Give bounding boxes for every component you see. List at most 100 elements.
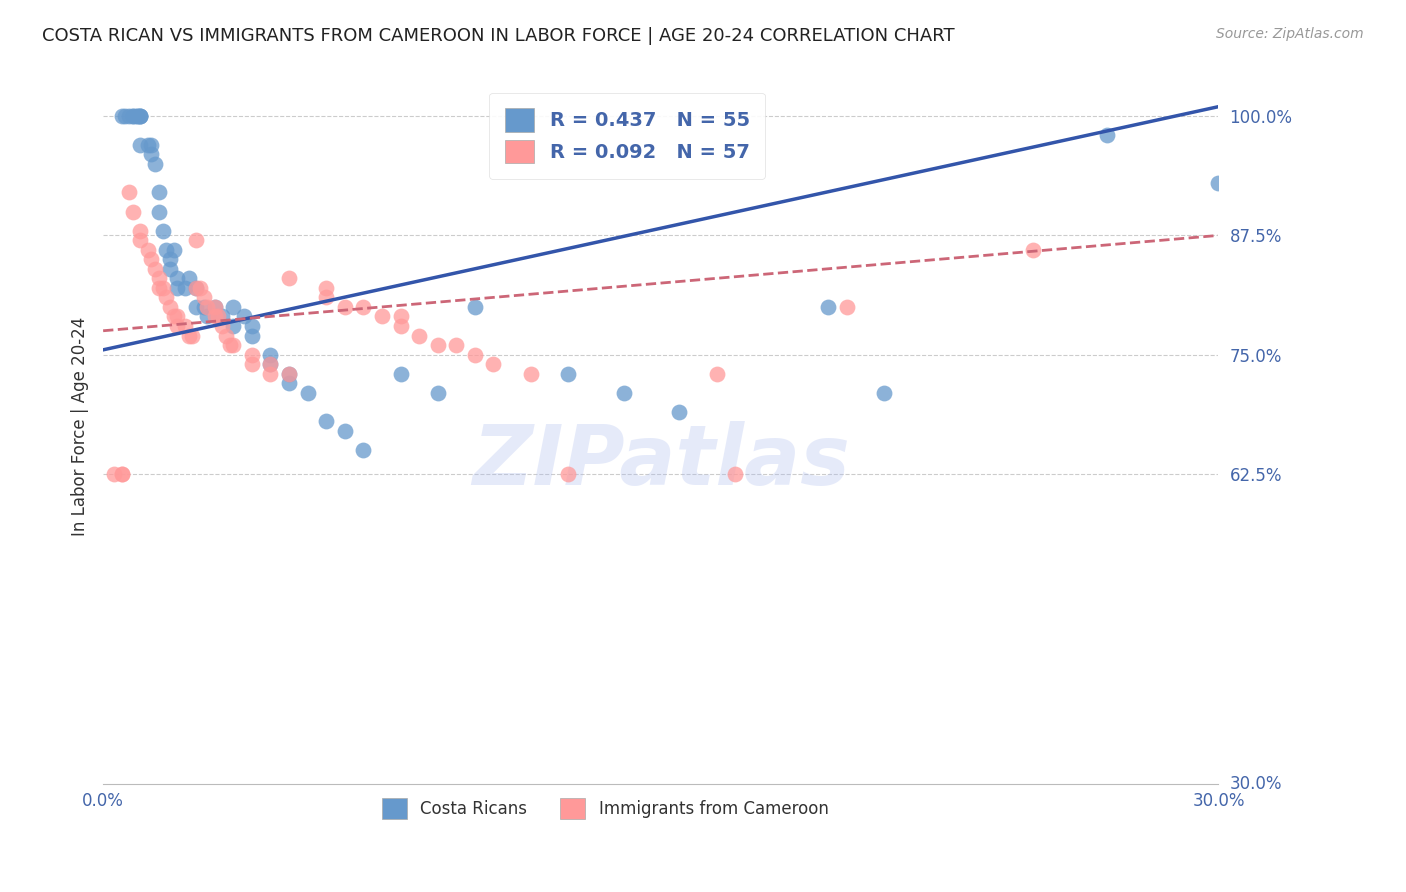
Point (143, 157, 166, 171)
Point (352, 300, 374, 314)
Point (152, 281, 174, 295)
Point (125, 109, 148, 123)
Point (155, 290, 177, 304)
Point (222, 300, 245, 314)
Point (148, 204, 170, 219)
Point (177, 271, 200, 285)
Point (240, 357, 263, 371)
Point (122, 109, 145, 123)
Point (724, 467, 747, 481)
Point (315, 290, 337, 304)
Point (166, 310, 188, 324)
Text: Source: ZipAtlas.com: Source: ZipAtlas.com (1216, 27, 1364, 41)
Point (155, 243, 177, 257)
Point (464, 348, 486, 362)
Point (111, 109, 134, 123)
Point (333, 300, 356, 314)
Point (152, 224, 174, 238)
Point (193, 300, 215, 314)
Point (352, 442, 374, 457)
Point (184, 233, 207, 247)
Point (817, 300, 839, 314)
Point (141, 252, 163, 267)
Point (204, 300, 226, 314)
Point (159, 300, 181, 314)
Point (482, 357, 505, 371)
Point (222, 338, 245, 352)
Point (163, 310, 186, 324)
Point (315, 414, 337, 428)
Point (426, 385, 449, 400)
Point (166, 271, 188, 285)
Point (446, 338, 468, 352)
Point (211, 318, 233, 333)
Point (835, 300, 858, 314)
Point (181, 328, 204, 343)
Point (159, 252, 181, 267)
Point (259, 357, 281, 371)
Point (408, 328, 430, 343)
Point (195, 300, 218, 314)
Point (184, 281, 207, 295)
Point (218, 338, 240, 352)
Point (184, 300, 207, 314)
Point (1095, 128, 1118, 143)
Point (278, 367, 301, 381)
Point (389, 367, 412, 381)
Point (141, 147, 163, 161)
Point (1208, 176, 1230, 190)
Point (129, 109, 152, 123)
Point (519, 367, 541, 381)
Point (129, 109, 152, 123)
Point (184, 281, 207, 295)
Point (148, 186, 170, 200)
Point (278, 367, 301, 381)
Point (278, 271, 301, 285)
Point (193, 290, 215, 304)
Point (297, 385, 319, 400)
Point (174, 281, 197, 295)
Point (103, 467, 125, 481)
Point (159, 261, 181, 276)
Point (259, 348, 281, 362)
Point (613, 385, 636, 400)
Point (163, 243, 186, 257)
Point (174, 318, 197, 333)
Text: ZIPatlas: ZIPatlas (472, 421, 849, 502)
Point (129, 109, 152, 123)
Point (215, 328, 238, 343)
Point (114, 109, 136, 123)
Point (1021, 243, 1043, 257)
Point (464, 300, 486, 314)
Point (177, 328, 200, 343)
Point (222, 318, 245, 333)
Legend: Costa Ricans, Immigrants from Cameroon: Costa Ricans, Immigrants from Cameroon (375, 792, 835, 825)
Point (118, 186, 141, 200)
Point (557, 467, 579, 481)
Point (259, 367, 281, 381)
Point (188, 281, 211, 295)
Point (426, 338, 449, 352)
Point (389, 310, 412, 324)
Point (240, 328, 263, 343)
Y-axis label: In Labor Force | Age 20-24: In Labor Force | Age 20-24 (72, 317, 89, 536)
Text: 30.0%: 30.0% (1230, 775, 1282, 793)
Point (259, 357, 281, 371)
Point (122, 204, 145, 219)
Point (148, 281, 170, 295)
Point (125, 109, 148, 123)
Point (141, 137, 163, 152)
Point (129, 233, 152, 247)
Point (211, 310, 233, 324)
Point (136, 137, 159, 152)
Point (207, 310, 229, 324)
Point (118, 109, 141, 123)
Point (873, 385, 896, 400)
Point (111, 467, 134, 481)
Point (706, 367, 728, 381)
Point (240, 318, 263, 333)
Point (122, 109, 145, 123)
Text: COSTA RICAN VS IMMIGRANTS FROM CAMEROON IN LABOR FORCE | AGE 20-24 CORRELATION C: COSTA RICAN VS IMMIGRANTS FROM CAMEROON … (42, 27, 955, 45)
Point (240, 348, 263, 362)
Point (315, 281, 337, 295)
